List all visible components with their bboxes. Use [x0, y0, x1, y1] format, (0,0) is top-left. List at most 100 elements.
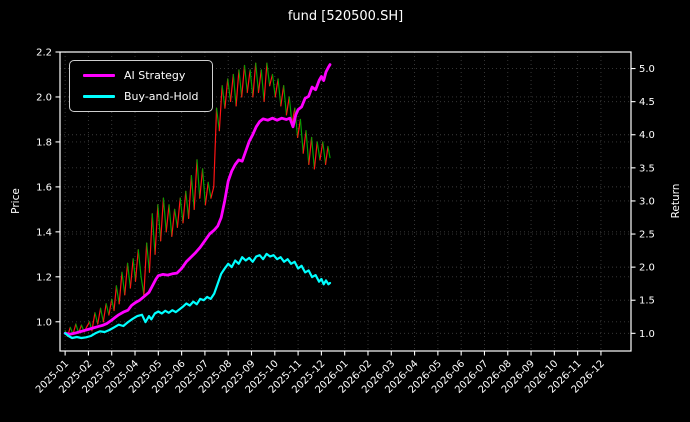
- right-tick-label: 2.5: [639, 230, 655, 241]
- price-segment: [224, 78, 229, 109]
- price-segment: [137, 249, 142, 278]
- price-segment: [319, 141, 324, 161]
- price-segment: [199, 168, 204, 199]
- price-segment: [246, 69, 251, 94]
- price-segment: [113, 285, 117, 312]
- price-segment: [190, 175, 195, 210]
- price-segment: [221, 85, 226, 109]
- price-segment: [235, 69, 240, 107]
- price-segment: [124, 262, 129, 296]
- buy-and-hold-series: [63, 252, 332, 340]
- price-segment: [151, 213, 156, 255]
- price-segment: [171, 208, 176, 237]
- left-tick-label: 1.0: [36, 317, 52, 328]
- price-segment: [218, 85, 223, 132]
- price-segment: [176, 197, 181, 228]
- price-segment: [118, 271, 123, 305]
- price-segment: [102, 303, 107, 323]
- price-segment: [229, 73, 234, 103]
- left-tick-label: 1.8: [36, 137, 52, 148]
- plot-spines: [59, 51, 632, 352]
- legend-item-buy-and-hold: Buy-and-Hold: [83, 89, 199, 104]
- price-segment: [182, 190, 187, 224]
- price-segment: [160, 197, 165, 242]
- price-segment: [196, 159, 201, 199]
- ai-strategy-line-swatch: [83, 73, 115, 78]
- legend: AI Strategy Buy-and-Hold: [69, 60, 213, 112]
- price-segment: [266, 62, 271, 87]
- price-segment: [274, 78, 279, 98]
- price-segment: [193, 159, 198, 210]
- price-segment: [201, 168, 206, 206]
- price-segment: [105, 303, 110, 316]
- price-segment: [249, 69, 254, 98]
- right-tick-label: 1.0: [639, 329, 655, 340]
- price-segment: [263, 62, 268, 103]
- right-tick-label: 3.0: [639, 196, 655, 207]
- price-segment: [129, 258, 134, 289]
- price-segment: [86, 321, 91, 327]
- right-tick-label: 5.0: [639, 64, 655, 75]
- price-segment: [134, 249, 139, 282]
- ai-strategy-legend-label: AI Strategy: [124, 69, 186, 82]
- price-segment: [97, 307, 102, 325]
- AI Strategy-line: [63, 63, 332, 336]
- price-segment: [185, 190, 190, 219]
- price-segment: [316, 141, 321, 161]
- price-segment: [168, 204, 173, 237]
- price-segment: [260, 69, 265, 103]
- left-tick-label: 2.0: [36, 92, 52, 103]
- price-segment: [238, 69, 243, 98]
- price-segment: [204, 181, 209, 206]
- price-segment: [108, 298, 113, 316]
- price-segment: [99, 307, 104, 323]
- price-segment: [179, 197, 184, 224]
- price-segment: [232, 73, 237, 107]
- price-segment: [257, 69, 262, 94]
- price-segment: [322, 141, 327, 166]
- price-segment: [157, 204, 162, 242]
- price-segment: [215, 107, 220, 132]
- price-segment: [148, 213, 153, 273]
- price-segment: [327, 145, 331, 159]
- price-segment: [243, 64, 248, 94]
- right-tick-label: 1.5: [639, 296, 655, 307]
- price-segment: [143, 242, 148, 296]
- left-tick-label: 1.4: [36, 227, 52, 238]
- price-segment: [174, 208, 179, 228]
- price-segment: [297, 118, 302, 139]
- price-segment: [187, 175, 192, 219]
- price-segment: [213, 107, 218, 188]
- price-segment: [308, 136, 313, 166]
- price-segment: [241, 64, 246, 98]
- right-tick-label: 3.5: [639, 163, 655, 174]
- price-segment: [269, 73, 274, 87]
- price-segment: [94, 312, 99, 325]
- chart-title: fund [520500.SH]: [287, 9, 404, 24]
- left-tick-label: 1.2: [36, 272, 52, 283]
- price-segment: [271, 73, 276, 98]
- right-tick-label: 2.0: [639, 263, 655, 274]
- price-segment: [140, 276, 145, 296]
- price-segment: [132, 258, 137, 282]
- price-segment: [165, 204, 170, 233]
- price-segment: [255, 62, 260, 94]
- ai-strategy-series: [63, 63, 332, 336]
- price-segment: [154, 204, 159, 255]
- price-segment: [146, 242, 151, 273]
- price-segment: [299, 118, 304, 154]
- price-segment: [302, 130, 307, 154]
- price-segment: [277, 78, 282, 107]
- price-segment: [305, 130, 310, 166]
- left-tick-label: 1.6: [36, 182, 52, 193]
- price-segment: [311, 136, 315, 170]
- price-segment: [313, 141, 318, 170]
- right-tick-label: 4.0: [639, 130, 655, 141]
- Buy-and-Hold-line: [63, 252, 332, 340]
- price-segment: [324, 145, 329, 166]
- price-segment: [126, 262, 131, 289]
- price-segment: [121, 271, 126, 296]
- price-segment: [210, 186, 215, 199]
